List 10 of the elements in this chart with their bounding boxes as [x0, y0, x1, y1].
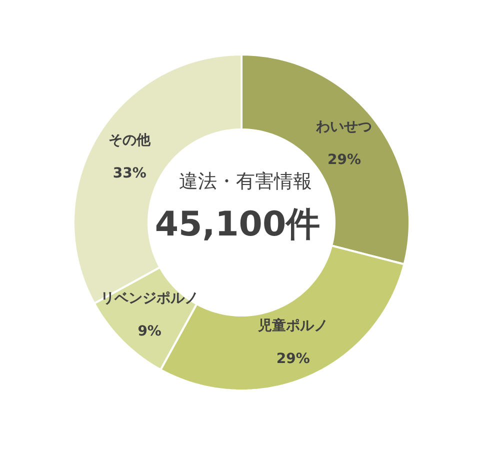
slice-label: その他: [108, 132, 152, 148]
text: 違法・有害情報: [179, 170, 312, 192]
data-label: 9%: [138, 323, 162, 340]
slice-label: リベンジポルノ: [100, 290, 199, 306]
slice-label: 児童ポルノ: [257, 316, 328, 334]
text: 45,100件: [154, 204, 320, 244]
data-label: 33%: [112, 165, 146, 182]
slice-label: わいせつ: [315, 118, 372, 135]
data-label: 29%: [276, 350, 310, 367]
data-label: 29%: [327, 152, 361, 168]
